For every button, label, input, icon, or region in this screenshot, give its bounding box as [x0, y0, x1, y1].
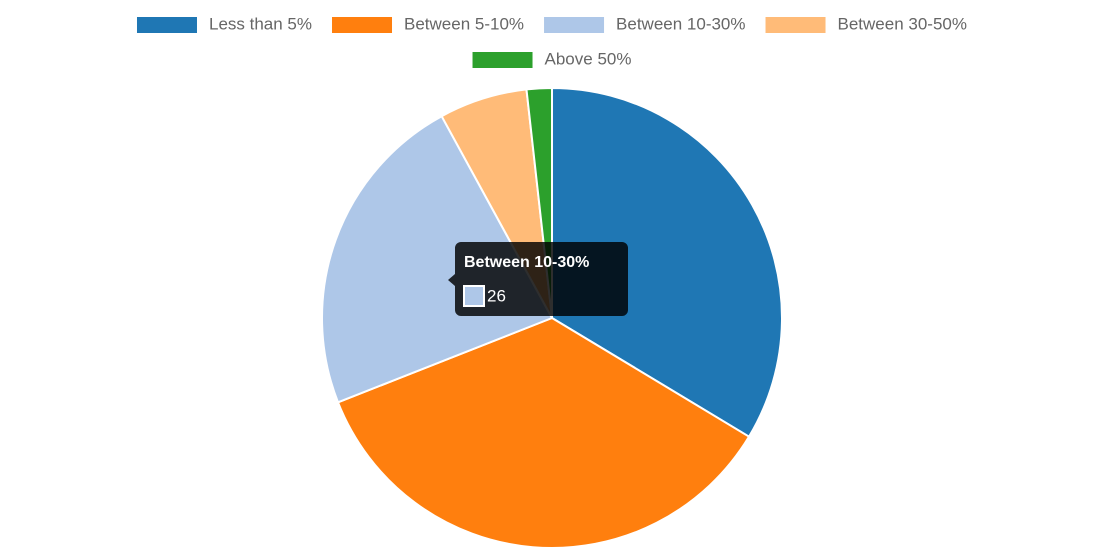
tooltip-box: [448, 242, 628, 316]
legend-label: Between 10-30%: [616, 14, 745, 33]
legend-swatch: [544, 17, 605, 33]
tooltip-swatch: [463, 285, 485, 307]
pie-slice: [321, 114, 554, 404]
tooltip-title: Between 10-30%: [464, 254, 589, 271]
pie-slice: [336, 316, 751, 549]
legend-swatch: [332, 17, 393, 33]
legend-label: Between 5-10%: [404, 14, 524, 33]
tooltip: Between 10-30% 26: [448, 242, 628, 316]
tooltip-value: 26: [487, 286, 506, 305]
legend-label: Between 30-50%: [838, 14, 967, 33]
legend-item: Between 30-50%: [765, 14, 967, 33]
legend-item: Between 5-10%: [332, 14, 524, 33]
legend-label: Above 50%: [545, 49, 632, 68]
legend-swatch: [472, 52, 533, 68]
pie: [321, 86, 783, 549]
legend-item: Less than 5%: [136, 14, 312, 33]
pie-slice: [551, 86, 783, 439]
legend-item: Between 10-30%: [544, 14, 746, 33]
legend-item: Above 50%: [472, 49, 632, 68]
legend-label: Less than 5%: [209, 14, 312, 33]
legend: Less than 5% Between 5-10% Between 10-30% B…: [136, 14, 967, 68]
legend-swatch: [765, 17, 826, 33]
legend-swatch: [136, 17, 197, 33]
